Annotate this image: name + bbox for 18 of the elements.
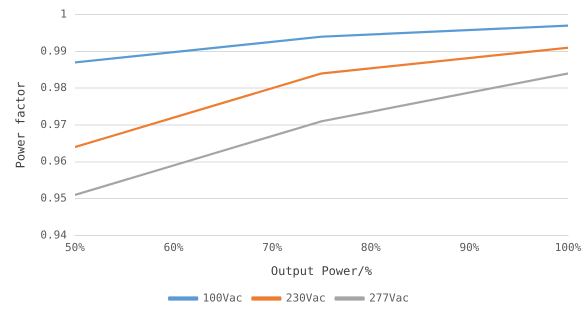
legend-label: 100Vac <box>202 291 242 304</box>
x-tick-label: 90% <box>459 240 480 254</box>
x-tick-label: 100% <box>554 240 582 254</box>
y-tick-label: 0.98 <box>40 81 67 94</box>
x-tick-label: 80% <box>360 240 382 254</box>
y-tick-label: 0.96 <box>40 154 67 168</box>
x-tick-label: 60% <box>164 240 184 254</box>
x-tick-label: 70% <box>262 240 282 254</box>
x-axis-title: Output Power/% <box>270 264 373 278</box>
x-tick-label: 50% <box>64 240 86 254</box>
y-tick-label: 1 <box>60 7 67 20</box>
y-axis-title: Power factor <box>13 82 28 168</box>
legend-label: 277Vac <box>369 291 409 304</box>
legend-label: 230Vac <box>286 291 326 304</box>
y-tick-label: 0.94 <box>40 228 68 242</box>
y-tick-label: 0.99 <box>40 44 67 58</box>
y-tick-label: 0.97 <box>40 118 67 131</box>
y-tick-label: 0.95 <box>40 191 67 204</box>
